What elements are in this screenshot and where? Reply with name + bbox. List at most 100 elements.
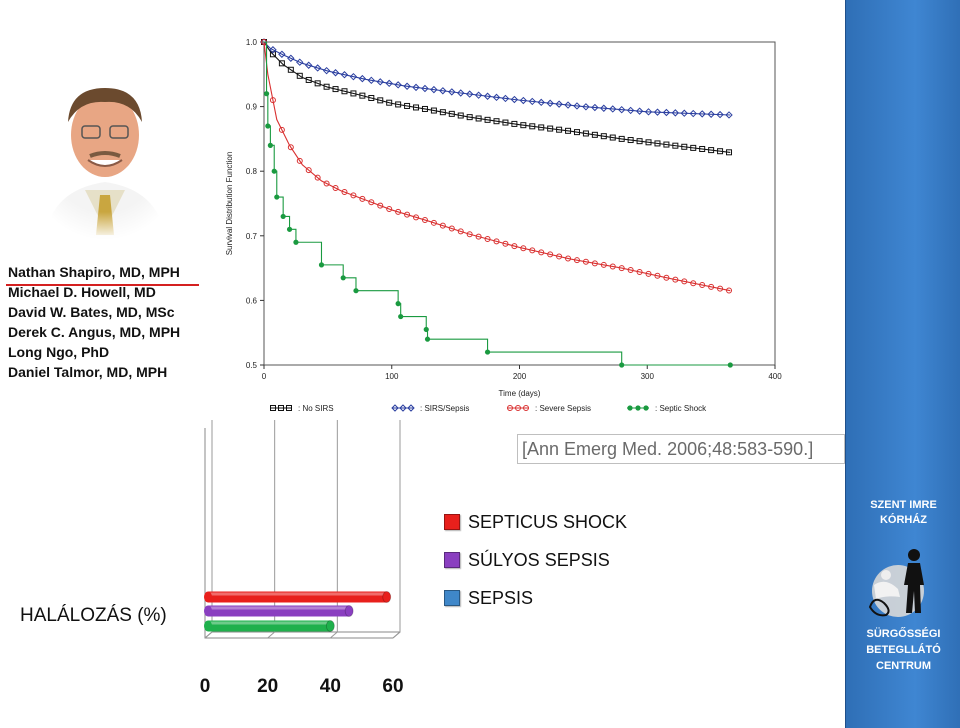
data-point [726, 149, 733, 156]
data-point [457, 112, 464, 119]
data-point [412, 83, 420, 92]
data-point [493, 238, 500, 245]
data-point [609, 105, 617, 113]
data-point [413, 104, 420, 111]
data-point [573, 257, 580, 264]
data-point [269, 51, 276, 58]
data-point [635, 107, 644, 115]
data-point [305, 61, 313, 69]
data-point [582, 258, 589, 265]
data-point [359, 195, 366, 202]
data-point [573, 102, 581, 110]
legend-item-septic-shock: SEPTICUS SHOCK [444, 503, 684, 541]
data-point [296, 58, 304, 66]
legend-swatch [444, 514, 460, 530]
data-point [507, 405, 513, 411]
data-point [680, 109, 689, 117]
data-point [483, 92, 492, 100]
data-point [681, 143, 688, 150]
bar-base [204, 605, 212, 617]
data-point [359, 92, 366, 99]
data-point [708, 147, 715, 154]
y-tick-label: 1.0 [246, 38, 258, 47]
data-point [314, 80, 321, 87]
data-point [627, 137, 634, 144]
bar-septicus-shock [204, 591, 392, 603]
survival-chart: 0.5 0.6 0.7 0.8 0.9 1.0 0 100 200 300 400 Time (day… [222, 30, 784, 420]
legend-label: : Septic Shock [655, 404, 707, 413]
data-point [465, 90, 474, 98]
data-point [591, 260, 598, 267]
author-name: David W. Bates, MD, MSc [8, 304, 175, 320]
mortality-legend: SEPTICUS SHOCK SÚLYOS SEPSIS SEPSIS [444, 503, 684, 617]
data-point [520, 122, 527, 129]
hospital-sidebar: SZENT IMRE KÓRHÁZ SÜRGŐSSÉGI BETEGLLÁTÓ … [845, 0, 960, 728]
data-point [421, 105, 428, 112]
data-point [439, 87, 447, 95]
data-point [386, 205, 393, 212]
data-point [296, 72, 303, 79]
data-point [395, 208, 402, 215]
data-point [600, 104, 608, 112]
data-point [403, 82, 411, 90]
data-point [573, 129, 580, 136]
data-point [466, 231, 473, 238]
data-point [663, 274, 670, 281]
data-point [556, 126, 563, 133]
data-point [341, 189, 348, 196]
data-point [368, 199, 375, 206]
data-point [395, 301, 401, 307]
data-point [501, 94, 510, 103]
gridline-floor [330, 631, 338, 639]
data-point [457, 89, 465, 97]
author-name: Derek C. Angus, MD, MPH [8, 324, 181, 340]
data-point [350, 90, 357, 97]
data-point [654, 140, 661, 147]
data-point [699, 282, 706, 289]
data-point [439, 222, 446, 229]
data-point [671, 109, 680, 117]
data-point [725, 111, 733, 119]
author-name: Long Ngo, PhD [8, 344, 110, 360]
data-point [643, 405, 649, 411]
data-point [278, 50, 286, 58]
data-point [708, 283, 715, 290]
data-point [287, 54, 295, 62]
data-point [600, 261, 607, 268]
legend-label: SEPTICUS SHOCK [468, 511, 628, 532]
data-point [538, 249, 545, 256]
data-point [413, 214, 420, 221]
data-point [322, 66, 331, 75]
series-line [263, 41, 731, 116]
data-point [448, 88, 456, 96]
data-point [421, 217, 428, 224]
data-point [510, 95, 519, 104]
series-severe-sepsis [261, 39, 733, 294]
bar-cap [344, 605, 354, 617]
data-point [448, 225, 455, 232]
data-point [340, 275, 346, 281]
mortality-bar-chart-svg: 0 20 40 60 [200, 420, 404, 697]
bar-s-lyos-sepsis [204, 605, 354, 617]
data-point [636, 138, 643, 145]
data-point [565, 127, 572, 134]
data-point [395, 101, 402, 108]
series-septic-shock [263, 41, 733, 368]
data-point [644, 108, 653, 116]
y-axis-label: Survival Distribution Function [225, 152, 234, 256]
data-point [287, 66, 294, 73]
bar-sepsis [204, 620, 335, 632]
data-point [690, 144, 697, 151]
legend-swatch [444, 552, 460, 568]
data-point [377, 202, 384, 209]
data-point [349, 72, 358, 81]
data-point [538, 124, 545, 131]
data-point [280, 213, 286, 220]
x-tick-label: 0 [262, 372, 267, 381]
data-point [484, 349, 491, 355]
data-point [617, 105, 626, 114]
data-point [466, 114, 473, 121]
center-name-line1: SÜRGŐSSÉGI [866, 628, 941, 640]
data-point [475, 233, 482, 240]
bar-body [208, 591, 387, 603]
